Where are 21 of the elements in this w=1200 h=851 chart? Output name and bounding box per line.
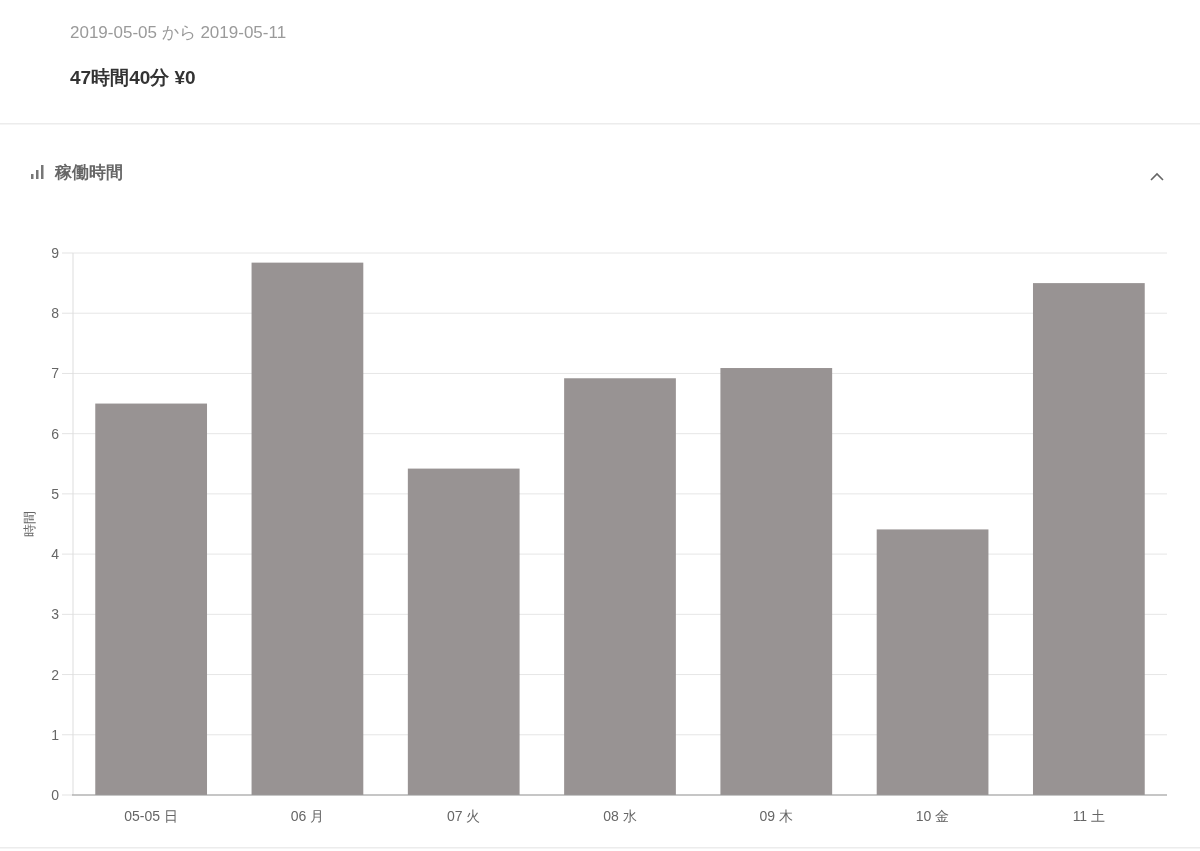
x-tick-label: 10 金	[915, 808, 950, 824]
x-tick-label: 08 水	[603, 808, 637, 824]
y-tick-label: 6	[51, 425, 60, 442]
x-tick-label: 05-05 日	[124, 808, 178, 824]
y-tick-label: 2	[51, 666, 60, 683]
title: 稼働時間	[55, 163, 123, 182]
x-tick-label: 11 土	[1072, 808, 1106, 824]
annotation: 47時間40分 ¥0	[70, 67, 196, 88]
y-tick-label: 9	[51, 245, 60, 261]
y-tick-label: 1	[51, 726, 60, 743]
y-tick-label: 8	[51, 305, 60, 322]
x-tick-label: 07 火	[446, 808, 481, 824]
y-tick-label: 3	[51, 606, 60, 623]
x-tick-label: 06 月	[290, 808, 325, 824]
y-tick-label: 7	[51, 365, 60, 382]
x-tick-label: 09 木	[759, 808, 794, 824]
y-tick-label: 0	[51, 787, 60, 803]
annotation: 2019-05-05 から 2019-05-11	[70, 23, 287, 42]
y-tick-label: 4	[51, 546, 60, 563]
ylabel: 時間	[21, 511, 37, 537]
y-tick-label: 5	[51, 485, 60, 502]
